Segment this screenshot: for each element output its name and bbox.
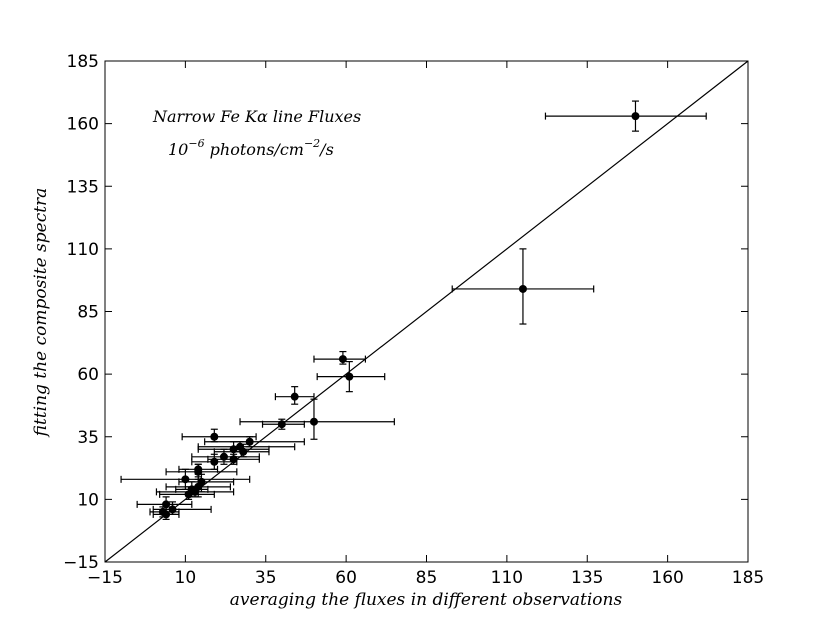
x-tick-label: 60: [335, 568, 357, 588]
data-point: [210, 432, 219, 441]
data-point: [191, 487, 200, 496]
data-point: [518, 284, 527, 293]
data-points: [158, 112, 640, 519]
data-point: [290, 392, 299, 401]
data-point: [245, 437, 254, 446]
y-tick-label: 185: [67, 52, 99, 72]
x-tick-label: 160: [651, 568, 683, 588]
data-point: [162, 510, 171, 519]
x-tick-label: 10: [175, 568, 197, 588]
data-point: [345, 372, 354, 381]
x-tick-label: 185: [732, 568, 764, 588]
data-point: [184, 490, 193, 499]
axis-ticks: [104, 60, 749, 563]
y-tick-label: −15: [63, 553, 99, 573]
annotation-units: 10−6 photons/cm−2/s: [168, 137, 334, 159]
y-tick-label: 60: [77, 365, 99, 385]
y-tick-label: 110: [67, 240, 99, 260]
x-tick-label: 35: [255, 568, 277, 588]
data-point: [309, 417, 318, 426]
x-tick-label: 85: [416, 568, 438, 588]
data-point: [338, 355, 347, 364]
data-point: [210, 457, 219, 466]
data-point: [181, 475, 190, 484]
data-point: [168, 505, 177, 514]
x-tick-label: −15: [87, 568, 123, 588]
x-tick-label: 110: [491, 568, 523, 588]
x-axis-label: averaging the fluxes in different observ…: [230, 590, 623, 610]
data-point: [239, 447, 248, 456]
data-point: [219, 452, 228, 461]
data-point: [631, 112, 640, 121]
y-axis-label: fitting the composite spectra: [31, 188, 51, 439]
y-tick-label: 10: [77, 490, 99, 510]
annotation-title: Narrow Fe Kα line Fluxes: [152, 107, 361, 126]
y-tick-label: 85: [77, 303, 99, 323]
data-point: [194, 465, 203, 474]
y-tick-label: 35: [77, 428, 99, 448]
data-point: [277, 420, 286, 429]
data-point: [229, 445, 238, 454]
y-tick-label: 135: [67, 177, 99, 197]
x-tick-label: 135: [571, 568, 603, 588]
data-point: [229, 455, 238, 464]
y-tick-label: 160: [67, 115, 99, 135]
identity-reference-line: [104, 60, 749, 563]
tick-labels: −15 10 35 60 85 110 135 160 185 −15 10 35 60 85 110 135…: [63, 52, 764, 588]
data-point: [162, 500, 171, 509]
